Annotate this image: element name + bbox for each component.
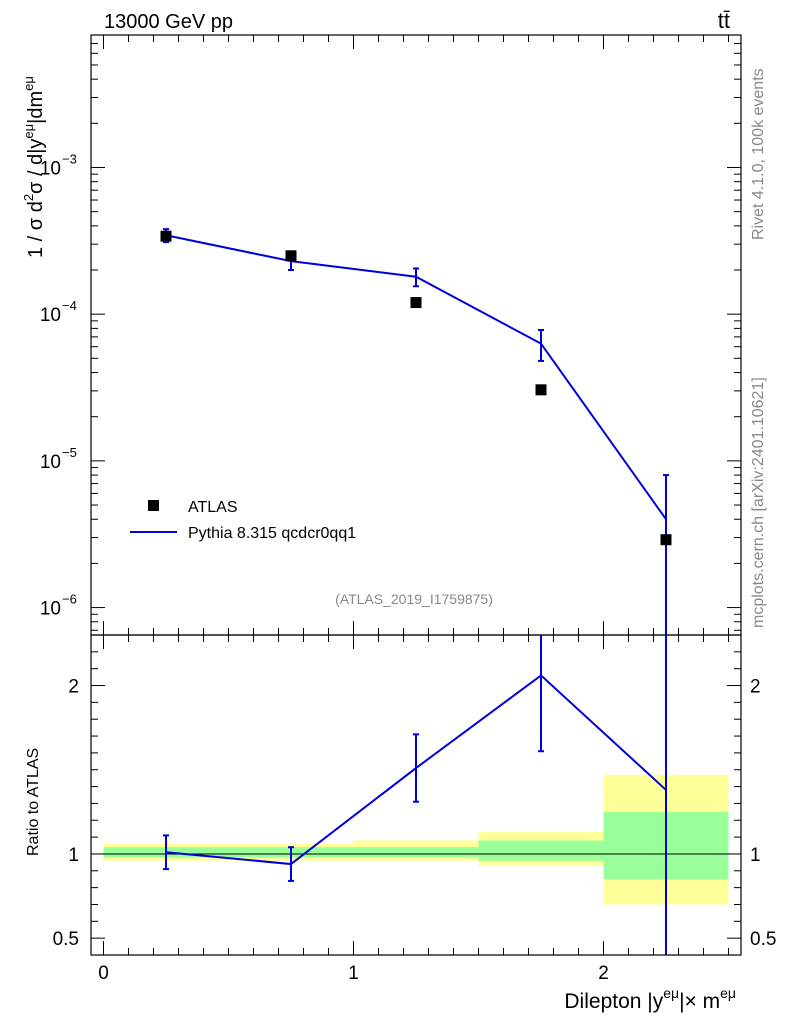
header-right: tt̄ — [718, 8, 730, 33]
ratio-plot: 0.5 0.5 1 1 2 2 0 1 2 — [53, 634, 776, 984]
atlas-marker — [285, 250, 297, 262]
legend-atlas-label: ATLAS — [188, 499, 238, 516]
main-y-tick-label-mantissa: 10 — [40, 599, 61, 620]
main-y-tick-label-exponent: −6 — [62, 592, 77, 607]
atlas-marker — [410, 297, 422, 309]
ratio-green-band — [478, 840, 604, 861]
ratio-frame — [90, 634, 742, 956]
ratio-y-tick-label: 2 — [68, 677, 79, 698]
ratio-y-tick-label-right: 2 — [750, 677, 761, 698]
main-y-tick-label-mantissa: 10 — [40, 452, 61, 473]
x-axis-label: Dilepton |yeμ|× meμ — [564, 985, 736, 1013]
mcplots-site-label: mcplots.cern.ch [arXiv:2401.10621] — [750, 377, 767, 628]
atlas-marker — [660, 534, 672, 546]
legend-atlas-marker — [148, 500, 159, 511]
main-y-tick-label-exponent: −5 — [62, 445, 77, 460]
ratio-y-tick-label: 0.5 — [53, 929, 79, 950]
atlas-marker — [535, 384, 547, 396]
x-tick-label: 2 — [598, 963, 609, 984]
ratio-y-tick-label-right: 1 — [750, 845, 761, 866]
main-y-tick-label-mantissa: 10 — [40, 305, 61, 326]
main-frame — [90, 34, 742, 636]
rivet-version-label: Rivet 4.1.0, 100k events — [750, 68, 767, 240]
atlas-marker — [160, 230, 172, 242]
main-y-tick-label-mantissa: 10 — [40, 158, 61, 179]
x-tick-label: 0 — [98, 963, 109, 984]
header-left: 13000 GeV pp — [104, 11, 233, 33]
main-y-axis-label: 1 / σ d2σ / d|yeμ|dmeμ — [21, 76, 47, 258]
main-y-tick-label-exponent: −4 — [62, 298, 77, 313]
ratio-green-band — [353, 847, 479, 858]
ratio-y-tick-label-right: 0.5 — [750, 929, 776, 950]
analysis-id-label: (ATLAS_2019_I1759875) — [335, 591, 493, 607]
main-plot: 10−610−510−410−3 — [40, 34, 742, 636]
legend-pythia-label: Pythia 8.315 qcdcr0qq1 — [188, 525, 356, 542]
x-tick-label: 1 — [348, 963, 359, 984]
ratio-y-tick-label: 1 — [68, 845, 79, 866]
main-y-tick-label-exponent: −3 — [62, 151, 77, 166]
legend: ATLAS Pythia 8.315 qcdcr0qq1 — [130, 499, 356, 542]
ratio-y-axis-label: Ratio to ATLAS — [25, 748, 42, 856]
